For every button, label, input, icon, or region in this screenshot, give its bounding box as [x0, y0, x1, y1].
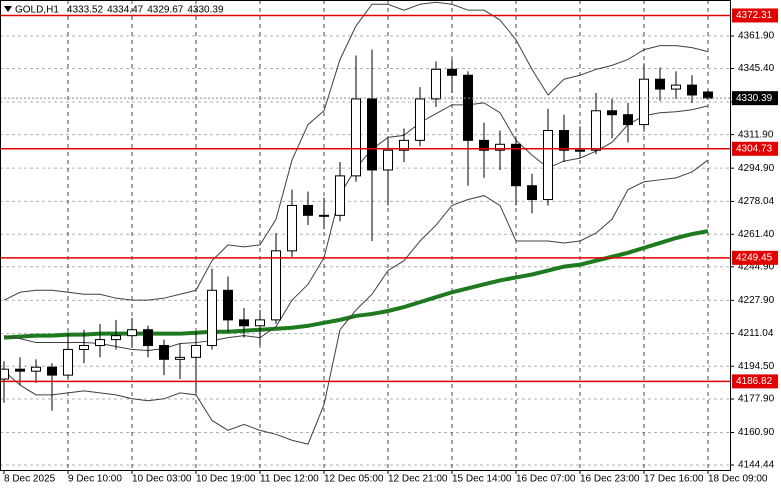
x-tick-label: 10 Dec 19:00 — [196, 474, 256, 485]
x-tick-label: 12 Dec 21:00 — [388, 474, 448, 485]
candle-body — [143, 329, 153, 347]
symbol: GOLD,H1 — [15, 5, 59, 16]
candle-body — [255, 319, 265, 327]
y-tick-label: 4361.90 — [738, 31, 775, 42]
indicator-line — [3, 159, 709, 445]
candle-body — [223, 289, 233, 321]
level-box — [732, 374, 778, 389]
y-tick-label: 4227.90 — [738, 295, 775, 306]
indicator-line — [3, 229, 709, 340]
y-tick-label: 4311.90 — [738, 129, 774, 140]
x-tick-label: 8 Dec 2025 — [4, 474, 56, 485]
candle-body — [15, 368, 25, 372]
candle-body — [607, 110, 617, 116]
y-tick-label: 4294.90 — [738, 163, 775, 174]
level-box — [732, 8, 778, 23]
header-value: 4329.67 — [147, 5, 184, 16]
candle-body — [479, 139, 489, 151]
header-value: 4334.47 — [107, 5, 144, 16]
candle-body — [511, 143, 521, 187]
candle-body — [463, 74, 473, 141]
candle-body — [671, 84, 681, 90]
candle-body — [287, 204, 297, 252]
candle-body — [47, 366, 57, 376]
y-tick-label: 4244.90 — [738, 261, 775, 272]
candle-body — [415, 98, 425, 141]
axes: 4361.904345.404328.444311.904294.904278.… — [3, 8, 778, 485]
candle-body — [303, 204, 313, 216]
indicator-line — [3, 1, 709, 301]
candle-body — [0, 368, 9, 380]
candle-body — [623, 114, 633, 126]
candle-body — [271, 250, 281, 321]
candle-body — [703, 91, 713, 99]
candle-body — [639, 78, 649, 126]
x-tick-label: 10 Dec 03:00 — [132, 474, 192, 485]
x-tick-label: 17 Dec 16:00 — [644, 474, 704, 485]
candle-body — [159, 345, 169, 360]
y-tick-label: 4211.04 — [738, 328, 774, 339]
level-label: 4372.31 — [736, 10, 773, 21]
plot — [0, 1, 730, 445]
candle-body — [399, 139, 409, 151]
header-value: 4333.52 — [67, 5, 104, 16]
x-tick-label: 16 Dec 23:00 — [580, 474, 640, 485]
x-tick-label: 12 Dec 05:00 — [324, 474, 384, 485]
grid — [0, 0, 730, 470]
candle-body — [31, 366, 41, 372]
candle-body — [175, 356, 185, 360]
level-box — [732, 250, 778, 265]
x-tick-label: 9 Dec 10:00 — [68, 474, 122, 485]
candle-body — [319, 214, 329, 217]
candle-body — [367, 98, 377, 171]
y-tick-label: 4278.04 — [738, 196, 775, 207]
candle-body — [127, 329, 137, 337]
candle-body — [207, 289, 217, 347]
y-tick-label: 4345.40 — [738, 63, 775, 74]
candle-body — [543, 129, 553, 201]
candle-body — [335, 175, 345, 216]
candle-body — [431, 68, 441, 100]
candle-body — [447, 68, 457, 76]
candle-body — [559, 129, 569, 151]
candle-body — [95, 339, 105, 347]
header-value: 4330.39 — [187, 5, 224, 16]
candle-body — [239, 319, 249, 327]
menu-triangle — [4, 6, 12, 12]
candle-body — [591, 110, 601, 151]
y-tick-label: 4177.90 — [738, 394, 775, 405]
x-tick-label: 18 Dec 09:00 — [708, 474, 768, 485]
y-tick-label: 4144.44 — [738, 460, 775, 471]
level-label: 4304.73 — [736, 143, 773, 154]
candle-body — [687, 84, 697, 96]
last-price-label: 4330.39 — [736, 93, 773, 104]
x-tick-label: 15 Dec 14:00 — [452, 474, 512, 485]
level-label: 4249.45 — [736, 252, 773, 263]
candle-body — [111, 335, 121, 341]
y-tick-label: 4194.50 — [738, 361, 775, 372]
y-tick-label: 4261.40 — [738, 229, 775, 240]
x-tick-label: 11 Dec 12:00 — [260, 474, 319, 485]
candle-body — [383, 149, 393, 171]
candle-body — [655, 78, 665, 90]
candle-body — [495, 143, 505, 151]
plot-frame — [0, 0, 731, 471]
candle-body — [63, 348, 73, 376]
candle-body — [79, 345, 89, 350]
x-tick-label: 16 Dec 07:00 — [516, 474, 576, 485]
level-label: 4186.82 — [736, 376, 773, 387]
last-price-box — [732, 91, 778, 106]
candle-body — [191, 345, 201, 358]
candle-body — [575, 149, 585, 152]
candle-body — [351, 98, 361, 177]
level-box — [732, 141, 778, 156]
candle-body — [527, 185, 537, 201]
y-tick-label: 4160.90 — [738, 427, 775, 438]
